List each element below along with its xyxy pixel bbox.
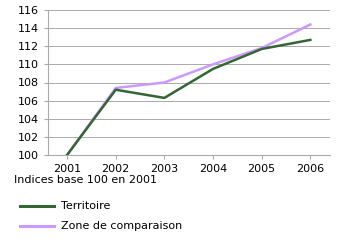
Text: Indices base 100 en 2001: Indices base 100 en 2001: [14, 175, 157, 185]
Text: Zone de comparaison: Zone de comparaison: [61, 221, 183, 231]
Text: Territoire: Territoire: [61, 201, 110, 211]
